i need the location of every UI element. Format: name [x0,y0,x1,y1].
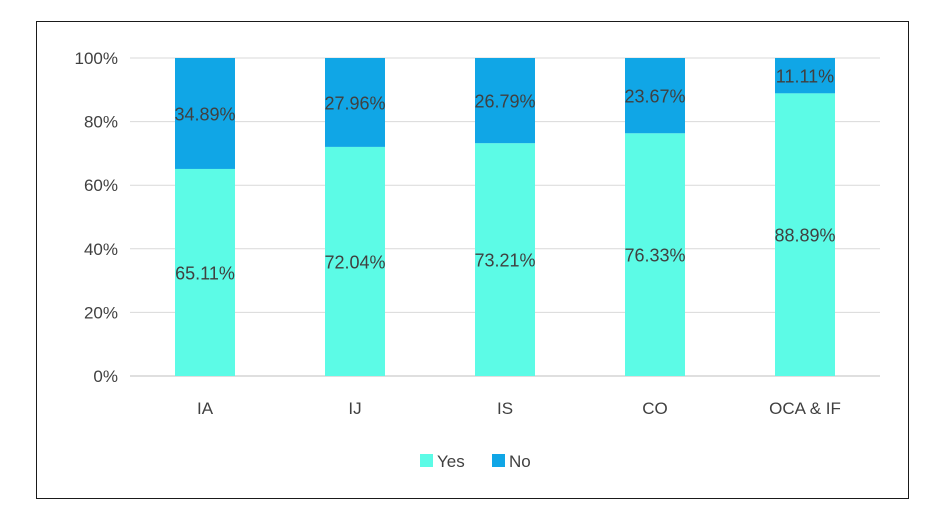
data-label-no-ia: 34.89% [174,104,235,124]
x-tick-label: OCA & IF [769,399,841,418]
y-axis-tick-labels: 0% 20% 40% 60% 80% 100% [75,49,118,386]
data-label-yes-oca-if: 88.89% [774,226,835,246]
legend-label-no: No [509,452,531,471]
legend: Yes No [420,452,531,471]
bar-no-ia [175,58,235,169]
y-tick-label: 20% [84,303,118,322]
bar-no-ij [325,58,385,147]
x-tick-label: IJ [348,399,361,418]
bar-yes-ia [175,168,235,376]
legend-swatch-yes [420,454,433,467]
data-label-no-co: 23.67% [624,87,685,107]
x-tick-label: IA [197,399,214,418]
bar-yes-oca-if [775,93,835,376]
y-tick-label: 100% [75,49,118,68]
data-label-yes-ia: 65.11% [175,263,235,283]
bar-no-is [475,58,535,144]
data-label-yes-co: 76.33% [624,246,685,266]
legend-label-yes: Yes [437,452,465,471]
data-label-yes-ij: 72.04% [324,252,385,272]
data-label-no-is: 26.79% [474,92,535,112]
bars [175,58,835,376]
y-tick-label: 60% [84,176,118,195]
y-tick-label: 80% [84,113,118,132]
y-tick-label: 0% [93,367,118,386]
data-label-no-ij: 27.96% [324,93,385,113]
x-tick-label: CO [642,399,668,418]
x-axis-tick-labels: IA IJ IS CO OCA & IF [197,399,841,418]
x-tick-label: IS [497,399,513,418]
legend-swatch-no [492,454,505,467]
bar-no-oca-if [775,58,835,94]
bar-yes-is [475,143,535,376]
y-tick-label: 40% [84,240,118,259]
bar-yes-co [625,133,685,376]
data-label-no-oca-if: 11.11% [776,67,834,87]
data-label-yes-is: 73.21% [474,251,535,271]
data-labels: 65.11% 34.89% 72.04% 27.96% 73.21% 26.79% 76.3… [174,67,835,284]
bar-no-co [625,58,685,134]
bar-yes-ij [325,146,385,376]
